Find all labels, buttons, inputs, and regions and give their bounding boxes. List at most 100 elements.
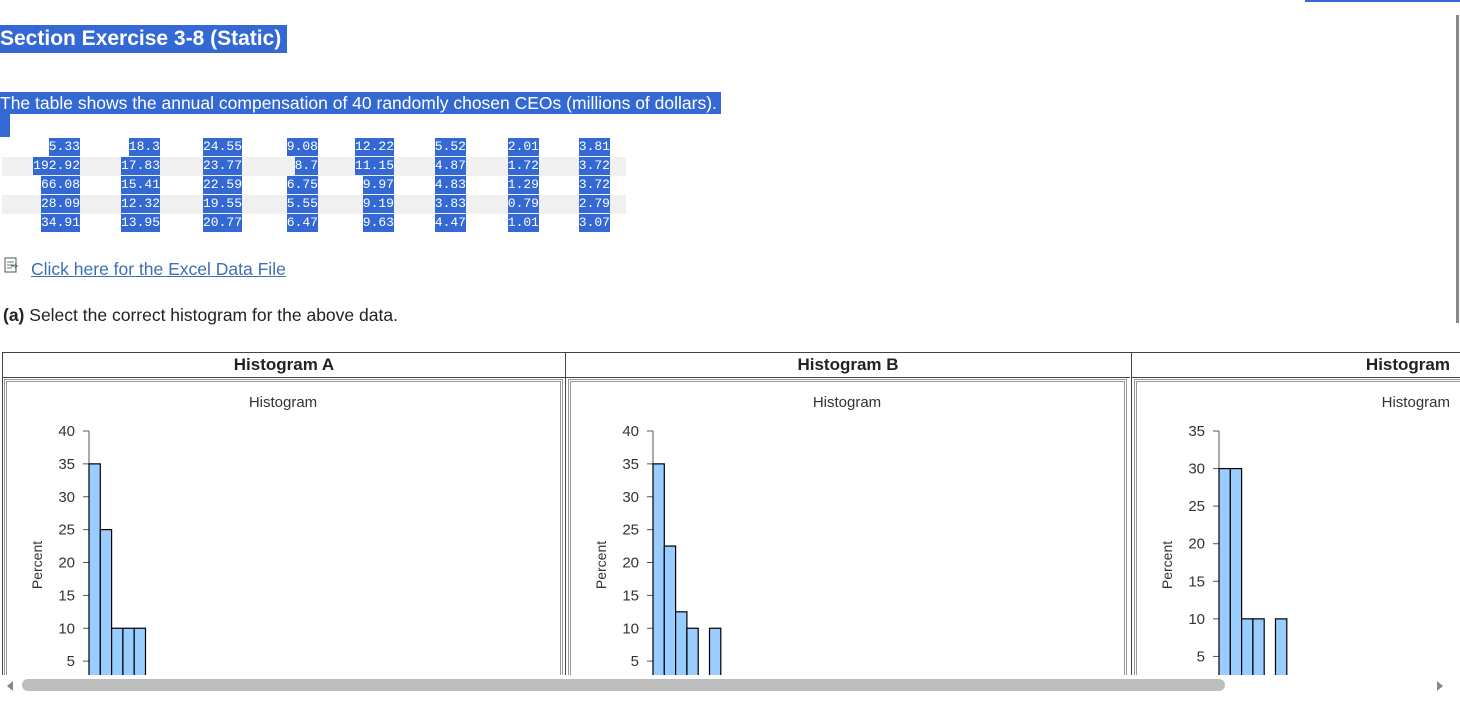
histogram-panel[interactable]: Histogram Histogram Percent 5 10 15 20 25 30 35 [1131,352,1460,675]
table-cell: 2.79 [578,195,610,213]
table-cell: 3.83 [434,195,466,213]
y-tick-label: 10 [58,620,75,637]
table-cell: 6.75 [286,176,318,194]
bar [122,627,135,675]
table-cell: 22.59 [202,176,242,194]
bar [1240,618,1254,675]
y-tick-label: 15 [622,587,639,604]
y-tick-label: 15 [1188,573,1205,590]
table-cell: 9.08 [286,138,318,156]
table-cell: 18.3 [128,138,160,156]
y-tick-label: 5 [1197,648,1205,665]
panel-frame [1134,379,1460,675]
vertical-scrollbar[interactable] [1456,15,1459,323]
panel-frame [6,381,561,675]
bar [133,627,147,675]
file-icon[interactable] [3,257,19,273]
table-cell: 12.32 [120,195,160,213]
table-cell: 1.29 [507,176,539,194]
table-cell: 1.01 [507,214,539,232]
bar [110,627,124,675]
bar [674,611,688,675]
top-accent [1305,0,1460,2]
table-cell: 20.77 [202,214,242,232]
table-cell: 192.92 [33,157,80,175]
scroll-right[interactable] [1434,680,1446,692]
chart-title: Histogram [813,394,881,411]
y-tick-label: 30 [1188,461,1205,478]
section-title: Section Exercise 3-8 (Static) [0,25,288,53]
bar [88,463,101,675]
bar [1252,618,1265,675]
horizontal-scrollbar[interactable] [22,679,1225,691]
y-tick-label: 35 [1188,423,1205,440]
table-cell: 9.63 [362,214,394,232]
table-cell: 1.72 [507,157,539,175]
table-cell: 15.41 [120,176,160,194]
bar [708,627,722,675]
bar [1274,618,1288,675]
y-tick-label: 20 [622,555,639,572]
histogram-panel[interactable]: Histogram B Histogram Percent 5 10 15 20 25 30 35… [565,352,1131,675]
table-cell: 8.7 [294,157,318,175]
panel-frame [570,381,1125,675]
y-tick-label: 20 [1188,536,1205,553]
table-cell: 34.91 [40,214,80,232]
chart-title: Histogram [249,394,317,411]
table-cell: 13.95 [120,214,160,232]
y-tick-label: 25 [1188,498,1205,515]
y-tick-label: 30 [622,489,639,506]
bar [99,529,113,675]
y-tick-label: 40 [58,423,75,440]
table-cell: 5.52 [434,138,466,156]
bar [686,627,699,675]
table-cell: 23.77 [202,157,242,175]
question-text: Select the correct histogram for the abo… [29,305,398,325]
y-tick-label: 5 [67,653,75,670]
table-cell: 9.19 [362,195,394,213]
table-cell: 4.47 [434,214,466,232]
question: (a) Select the correct histogram for the… [3,305,398,326]
histogram-options: Histogram A Histogram Percent 5 10 15 20 25 30 35… [2,352,1460,675]
y-tick-label: 20 [58,555,75,572]
selection-tail [0,114,10,137]
table-cell: 9.97 [362,176,394,194]
y-tick-label: 15 [58,587,75,604]
table-cell: 2.01 [507,138,539,156]
y-axis-label: Percent [593,541,609,589]
panel-frame [1136,381,1460,675]
scroll-left[interactable] [4,680,16,692]
y-tick-label: 30 [58,489,75,506]
table-cell: 5.55 [286,195,318,213]
y-tick-label: 35 [58,456,75,473]
y-tick-label: 25 [622,522,639,539]
y-tick-label: 10 [622,620,639,637]
y-tick-label: 40 [622,423,639,440]
bar [652,463,665,675]
table-cell: 5.33 [48,138,80,156]
y-axis-label: Percent [1159,541,1175,589]
bar [1229,467,1243,675]
table-cell: 4.83 [434,176,466,194]
table-cell: 3.72 [578,157,610,175]
table-cell: 4.87 [434,157,466,175]
y-tick-label: 5 [631,653,639,670]
bar [1218,467,1231,675]
panel-frame [4,379,563,675]
table-cell: 24.55 [202,138,242,156]
y-tick-label: 10 [1188,611,1205,628]
table-cell: 28.09 [40,195,80,213]
table-cell: 12.22 [354,138,394,156]
y-tick-label: 35 [622,456,639,473]
y-axis-label: Percent [29,541,45,589]
table-cell: 17.83 [120,157,160,175]
bar [663,545,677,675]
excel-link[interactable]: Click here for the Excel Data File [31,259,286,279]
table-cell: 0.79 [507,195,539,213]
panel-header: Histogram B [797,355,898,374]
histogram-panel[interactable]: Histogram A Histogram Percent 5 10 15 20 25 30 35… [2,355,566,675]
panel-frame [568,379,1127,675]
chart-title: Histogram [1382,394,1450,411]
panel-header: Histogram A [234,355,334,374]
